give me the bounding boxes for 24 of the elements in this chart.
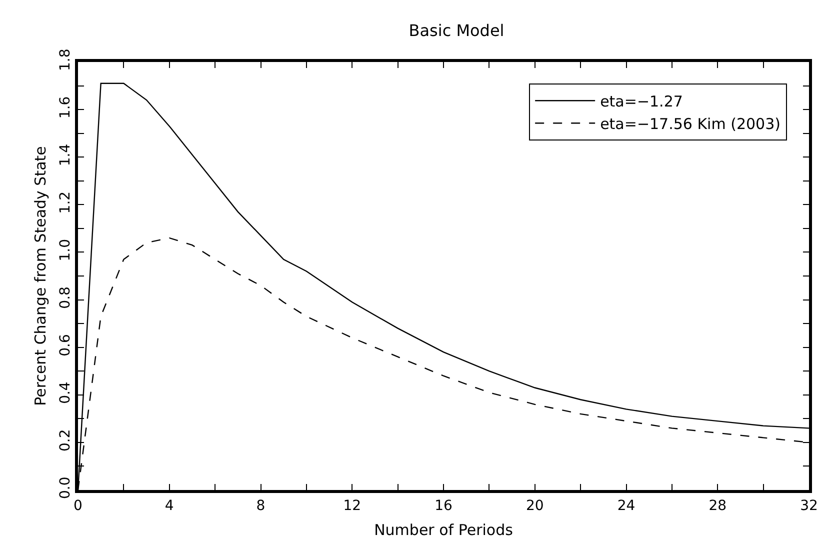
- y-tick-label: 1.2: [57, 191, 74, 214]
- legend-label: eta=−17.56 Kim (2003): [600, 115, 780, 133]
- chart-title: Basic Model: [408, 20, 504, 40]
- y-tick-label: 0.4: [57, 382, 74, 404]
- x-tick-label: 16: [434, 498, 452, 514]
- y-tick-label: 0.2: [57, 429, 74, 452]
- y-tick-label: 1.8: [57, 48, 74, 72]
- x-tick-label: 24: [617, 498, 636, 514]
- y-tick-label: 1.0: [57, 238, 74, 262]
- y-tick-label: 0.6: [57, 334, 74, 356]
- y-axis-title: Percent Change from Steady State: [32, 146, 50, 406]
- x-tick-label: 20: [526, 498, 544, 514]
- x-tick-label: 32: [800, 498, 818, 514]
- x-axis-title: Number of Periods: [374, 520, 514, 539]
- y-tick-label: 1.4: [57, 144, 74, 166]
- legend-label: eta=−1.27: [600, 92, 683, 110]
- y-tick-label: 0.0: [57, 476, 74, 500]
- y-tick-label: 0.8: [57, 286, 74, 309]
- y-tick-label: 1.6: [57, 96, 74, 119]
- x-tick-label: 0: [74, 498, 82, 514]
- x-tick-label: 4: [164, 498, 174, 514]
- x-tick-label: 8: [256, 498, 266, 514]
- x-tick-label: 12: [343, 498, 362, 514]
- x-tick-label: 28: [708, 498, 727, 514]
